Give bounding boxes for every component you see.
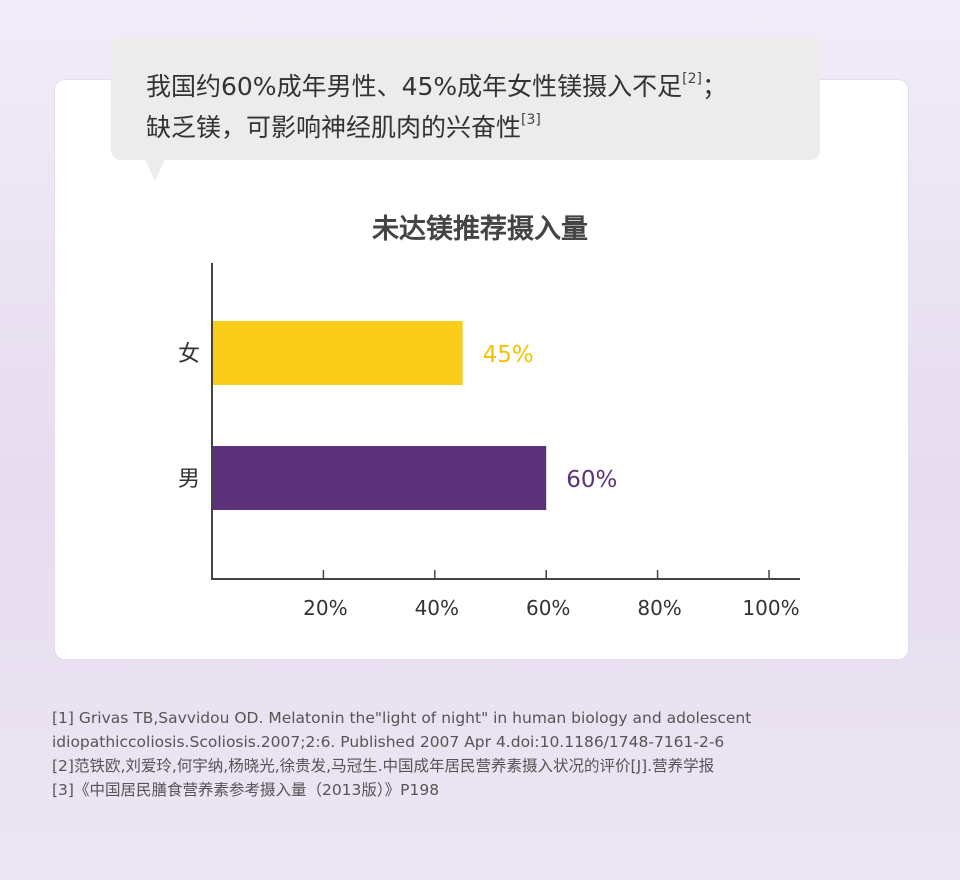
callout-line-1-text: 我国约60%成年男性、45%成年女性镁摄入不足	[146, 72, 683, 101]
x-tick-label: 100%	[742, 596, 799, 620]
reference-line: [3]《中国居民膳食营养素参考摄入量（2013版）》P198	[52, 781, 440, 799]
reference-line: idiopathiccoliosis.Scoliosis.2007;2:6. P…	[52, 733, 725, 751]
callout-bubble: 我国约60%成年男性、45%成年女性镁摄入不足[2]； 缺乏镁，可影响神经肌肉的…	[111, 38, 820, 160]
callout-line-2-text: 缺乏镁，可影响神经肌肉的兴奋性	[146, 113, 522, 142]
chart-card	[55, 80, 908, 659]
callout-line-1-ref: [2]	[682, 71, 702, 87]
category-label: 男	[178, 467, 200, 492]
callout-tail	[145, 159, 165, 181]
bar-male	[213, 446, 547, 510]
callout-line-2-ref: [3]	[521, 112, 541, 128]
category-label: 女	[178, 342, 200, 367]
references: [1] Grivas TB,Savvidou OD. Melatonin the…	[52, 706, 932, 802]
x-tick-label: 20%	[303, 596, 347, 620]
callout-line-1-end: ；	[701, 72, 727, 101]
reference-line: [2]范铁欧,刘爱玲,何宇纳,杨晓光,徐贵发,马冠生.中国成年居民营养素摄入状况…	[52, 757, 715, 775]
callout-line-2: 缺乏镁，可影响神经肌肉的兴奋性[3]	[146, 105, 541, 143]
chart-title: 未达镁推荐摄入量	[372, 214, 588, 245]
x-tick-label: 60%	[526, 596, 570, 620]
data-label: 60%	[566, 467, 617, 493]
x-tick-label: 40%	[415, 596, 459, 620]
callout-line-1: 我国约60%成年男性、45%成年女性镁摄入不足[2]；	[146, 64, 727, 102]
bar-female	[213, 321, 463, 385]
reference-line: [1] Grivas TB,Savvidou OD. Melatonin the…	[52, 709, 752, 727]
data-label: 45%	[483, 342, 534, 368]
x-tick-label: 80%	[637, 596, 681, 620]
